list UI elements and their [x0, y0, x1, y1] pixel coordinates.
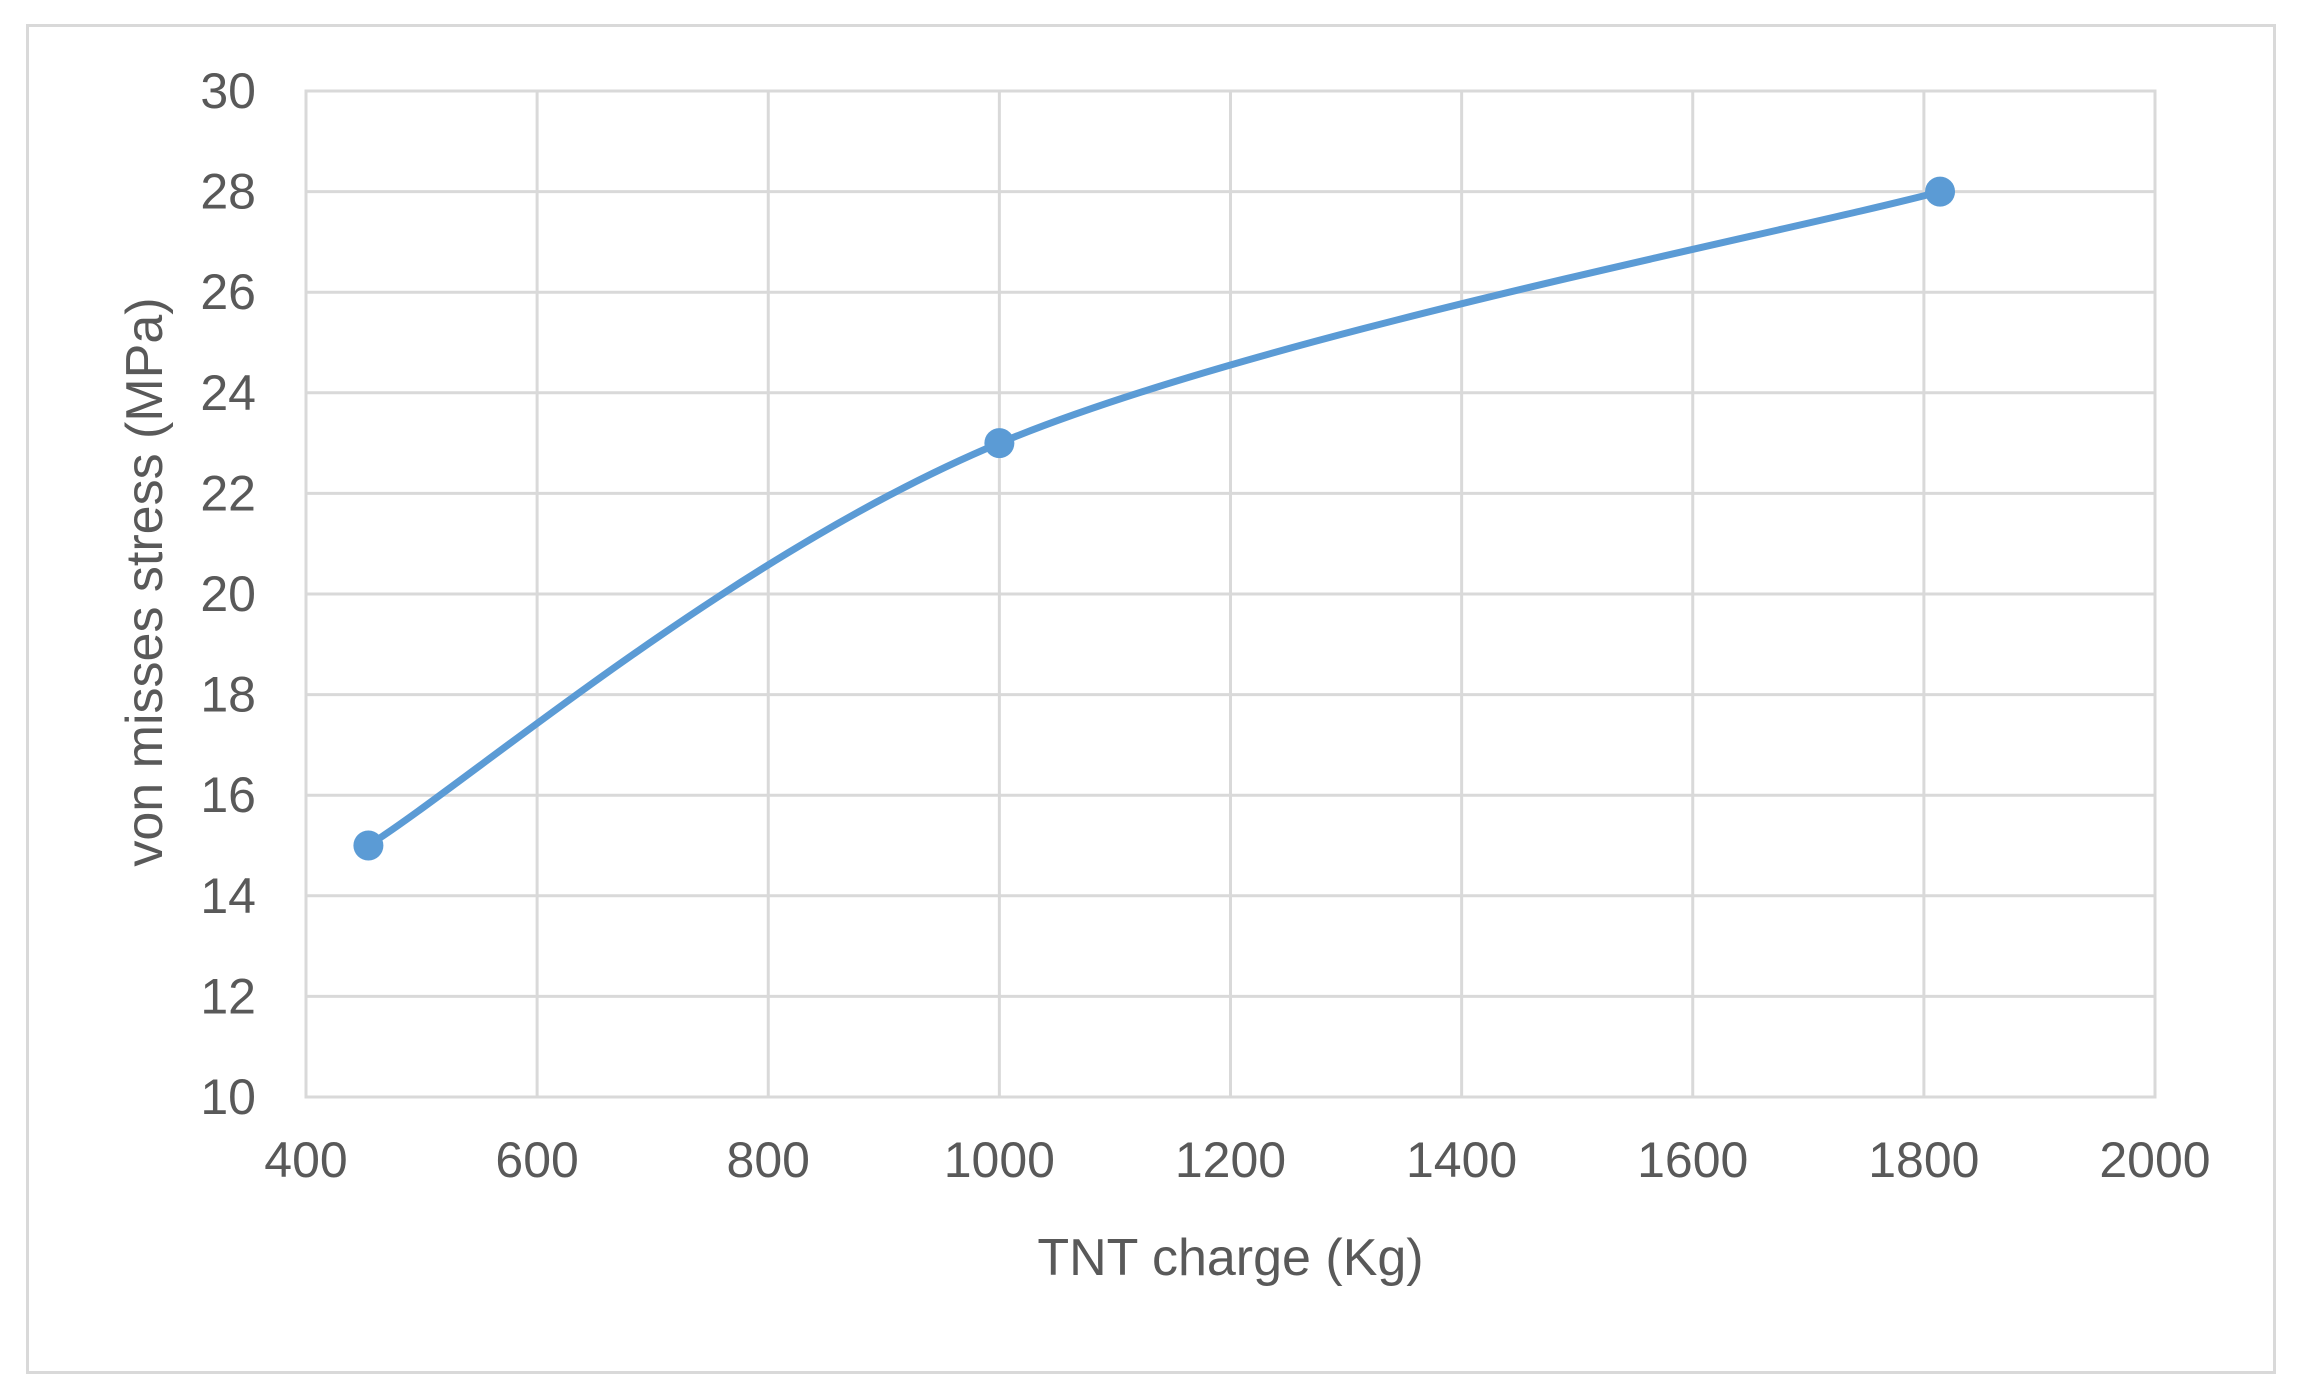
- y-tick-label: 30: [200, 63, 256, 119]
- y-tick-label: 16: [200, 767, 256, 823]
- x-tick-label: 1600: [1637, 1132, 1748, 1188]
- x-tick-label: 1800: [1868, 1132, 1979, 1188]
- y-tick-label: 22: [200, 465, 256, 521]
- y-tick-label: 18: [200, 667, 256, 723]
- x-tick-label: 2000: [2099, 1132, 2210, 1188]
- y-tick-label: 14: [200, 868, 256, 924]
- y-tick-label: 26: [200, 264, 256, 320]
- plot-area: [304, 89, 2157, 1099]
- y-tick-label: 28: [200, 164, 256, 220]
- gridlines: [304, 89, 2157, 1099]
- y-tick-label: 12: [200, 968, 256, 1024]
- y-tick-label: 10: [200, 1069, 256, 1125]
- x-tick-label: 1000: [944, 1132, 1055, 1188]
- x-tick-label: 400: [264, 1132, 347, 1188]
- x-tick-label: 800: [727, 1132, 810, 1188]
- x-tick-label: 1200: [1175, 1132, 1286, 1188]
- y-axis-tick-labels: 10 12 14 16 18 20 22 24 26 28 30: [200, 63, 256, 1125]
- x-tick-label: 1400: [1406, 1132, 1517, 1188]
- x-axis-tick-labels: 400 600 800 1000 1200 1400 1600 1800 2000: [264, 1132, 2210, 1188]
- x-tick-label: 600: [495, 1132, 578, 1188]
- data-point-marker: [984, 428, 1015, 459]
- series-line: [364, 188, 1944, 849]
- series-layer: [353, 176, 1956, 861]
- y-tick-label: 24: [200, 365, 256, 421]
- x-axis-title: TNT charge (Kg): [1037, 1229, 1423, 1287]
- chart-frame: [26, 24, 2276, 1374]
- y-axis-title: von misses stress (MPa): [116, 297, 174, 866]
- data-point-marker: [353, 830, 384, 861]
- y-tick-label: 20: [200, 566, 256, 622]
- data-point-marker: [1925, 176, 1956, 207]
